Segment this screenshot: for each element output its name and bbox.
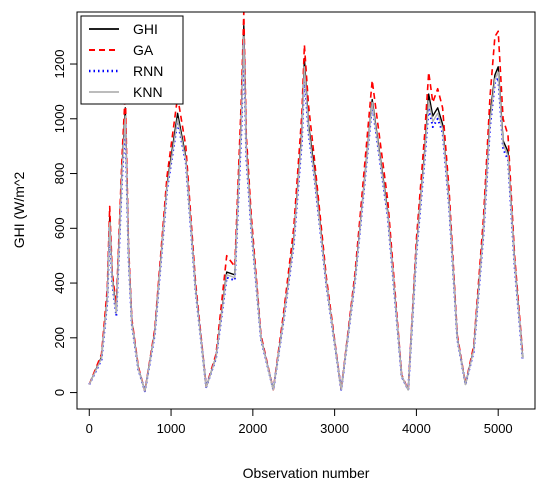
y-tick-label: 200 bbox=[52, 327, 67, 349]
x-tick-label: 3000 bbox=[320, 421, 349, 436]
y-axis-title: GHI (W/m^2 bbox=[11, 172, 27, 249]
y-tick-label: 400 bbox=[52, 272, 67, 294]
y-tick-label: 0 bbox=[52, 389, 67, 396]
x-axis: 0 1000 2000 3000 4000 5000 bbox=[86, 409, 513, 436]
series-line-knn bbox=[88, 35, 524, 392]
x-tick-label: 5000 bbox=[484, 421, 513, 436]
x-tick-label: 0 bbox=[86, 421, 93, 436]
legend-box bbox=[80, 15, 184, 105]
x-tick-label: 2000 bbox=[238, 421, 267, 436]
x-tick-label: 1000 bbox=[157, 421, 186, 436]
legend-label-ghi: GHI bbox=[133, 21, 158, 37]
y-tick-label: 1000 bbox=[52, 104, 67, 133]
x-tick-label: 4000 bbox=[402, 421, 431, 436]
y-axis: 0 200 400 600 800 1000 1200 bbox=[52, 50, 77, 396]
x-axis-title: Observation number bbox=[243, 465, 370, 481]
legend: GHI GA RNN KNN bbox=[80, 15, 184, 105]
y-tick-label: 800 bbox=[52, 163, 67, 185]
legend-label-knn: KNN bbox=[133, 84, 163, 100]
legend-label-rnn: RNN bbox=[133, 63, 163, 79]
legend-label-ga: GA bbox=[133, 42, 154, 58]
y-tick-label: 600 bbox=[52, 217, 67, 239]
series-layer bbox=[88, 12, 524, 393]
plot-frame bbox=[76, 11, 536, 410]
y-tick-label: 1200 bbox=[52, 50, 67, 79]
